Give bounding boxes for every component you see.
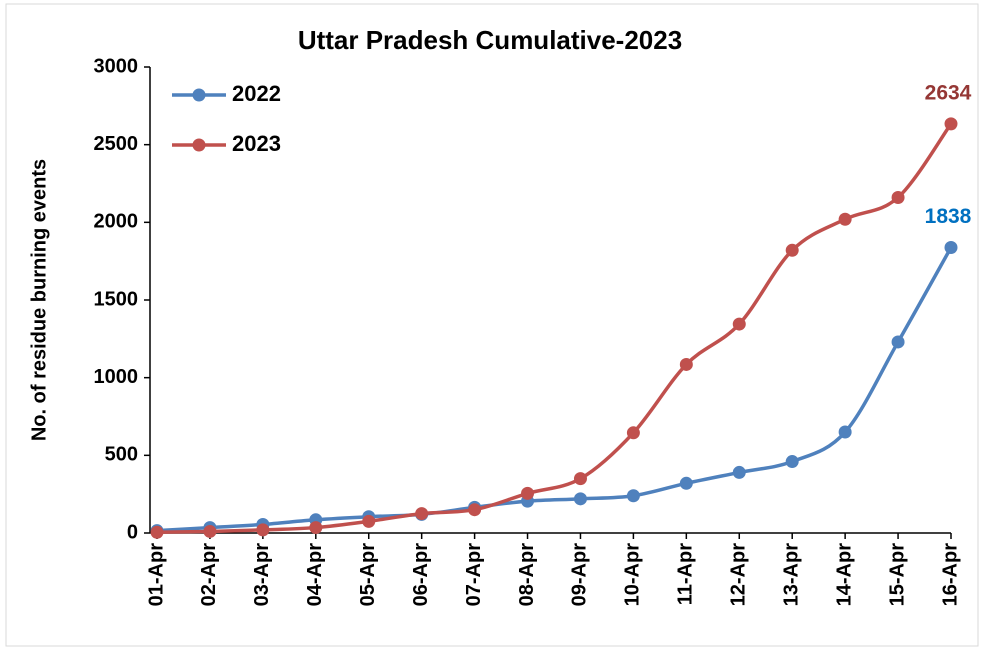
data-point — [626, 426, 640, 440]
data-point — [838, 425, 852, 439]
x-tick-label: 15-Apr — [886, 543, 908, 607]
x-tick-label: 10-Apr — [622, 543, 644, 607]
x-tick-label: 04-Apr — [304, 543, 326, 607]
data-point — [944, 240, 958, 254]
x-tick-label: 03-Apr — [251, 543, 273, 607]
data-point — [256, 523, 270, 537]
legend-marker — [192, 88, 206, 102]
data-label: 1838 — [925, 205, 972, 228]
data-point — [309, 521, 323, 535]
data-point — [203, 524, 217, 538]
data-point — [362, 514, 376, 528]
x-tick-label: 06-Apr — [410, 543, 432, 607]
legend-label: 2023 — [232, 131, 281, 156]
legend-marker — [192, 138, 206, 152]
x-tick-label: 16-Apr — [939, 543, 961, 607]
y-tick-label: 500 — [105, 444, 138, 466]
x-tick-label: 01-Apr — [145, 543, 167, 607]
y-tick-label: 1500 — [94, 288, 139, 310]
data-point — [785, 455, 799, 469]
data-point — [573, 492, 587, 506]
y-tick-label: 1000 — [94, 366, 139, 388]
x-tick-label: 02-Apr — [198, 543, 220, 607]
data-point — [891, 190, 905, 204]
data-point — [626, 489, 640, 503]
x-tick-label: 14-Apr — [833, 543, 855, 607]
x-tick-label: 13-Apr — [780, 543, 802, 607]
x-tick-label: 07-Apr — [463, 543, 485, 607]
x-tick-label: 08-Apr — [516, 543, 538, 607]
x-tick-label: 09-Apr — [569, 543, 591, 607]
data-point — [732, 317, 746, 331]
data-point — [679, 357, 693, 371]
chart-title: Uttar Pradesh Cumulative-2023 — [298, 25, 682, 55]
x-tick-label: 11-Apr — [675, 543, 697, 605]
data-point — [838, 212, 852, 226]
data-point — [415, 507, 429, 521]
data-point — [891, 335, 905, 349]
y-tick-label: 2500 — [94, 133, 139, 155]
data-point — [944, 117, 958, 131]
data-point — [521, 486, 535, 500]
data-point — [732, 465, 746, 479]
data-label: 2634 — [925, 81, 972, 104]
x-tick-label: 12-Apr — [728, 543, 750, 607]
y-tick-label: 2000 — [94, 211, 139, 233]
data-point — [150, 525, 164, 539]
x-tick-label: 05-Apr — [357, 543, 379, 607]
data-point — [679, 476, 693, 490]
y-tick-label: 3000 — [94, 55, 139, 77]
y-axis-title: No. of residue burning events — [28, 159, 50, 441]
data-point — [573, 472, 587, 486]
data-point — [785, 243, 799, 257]
y-tick-label: 0 — [127, 521, 138, 543]
legend-label: 2022 — [232, 81, 281, 106]
chart-border — [5, 3, 979, 647]
data-point — [468, 503, 482, 517]
